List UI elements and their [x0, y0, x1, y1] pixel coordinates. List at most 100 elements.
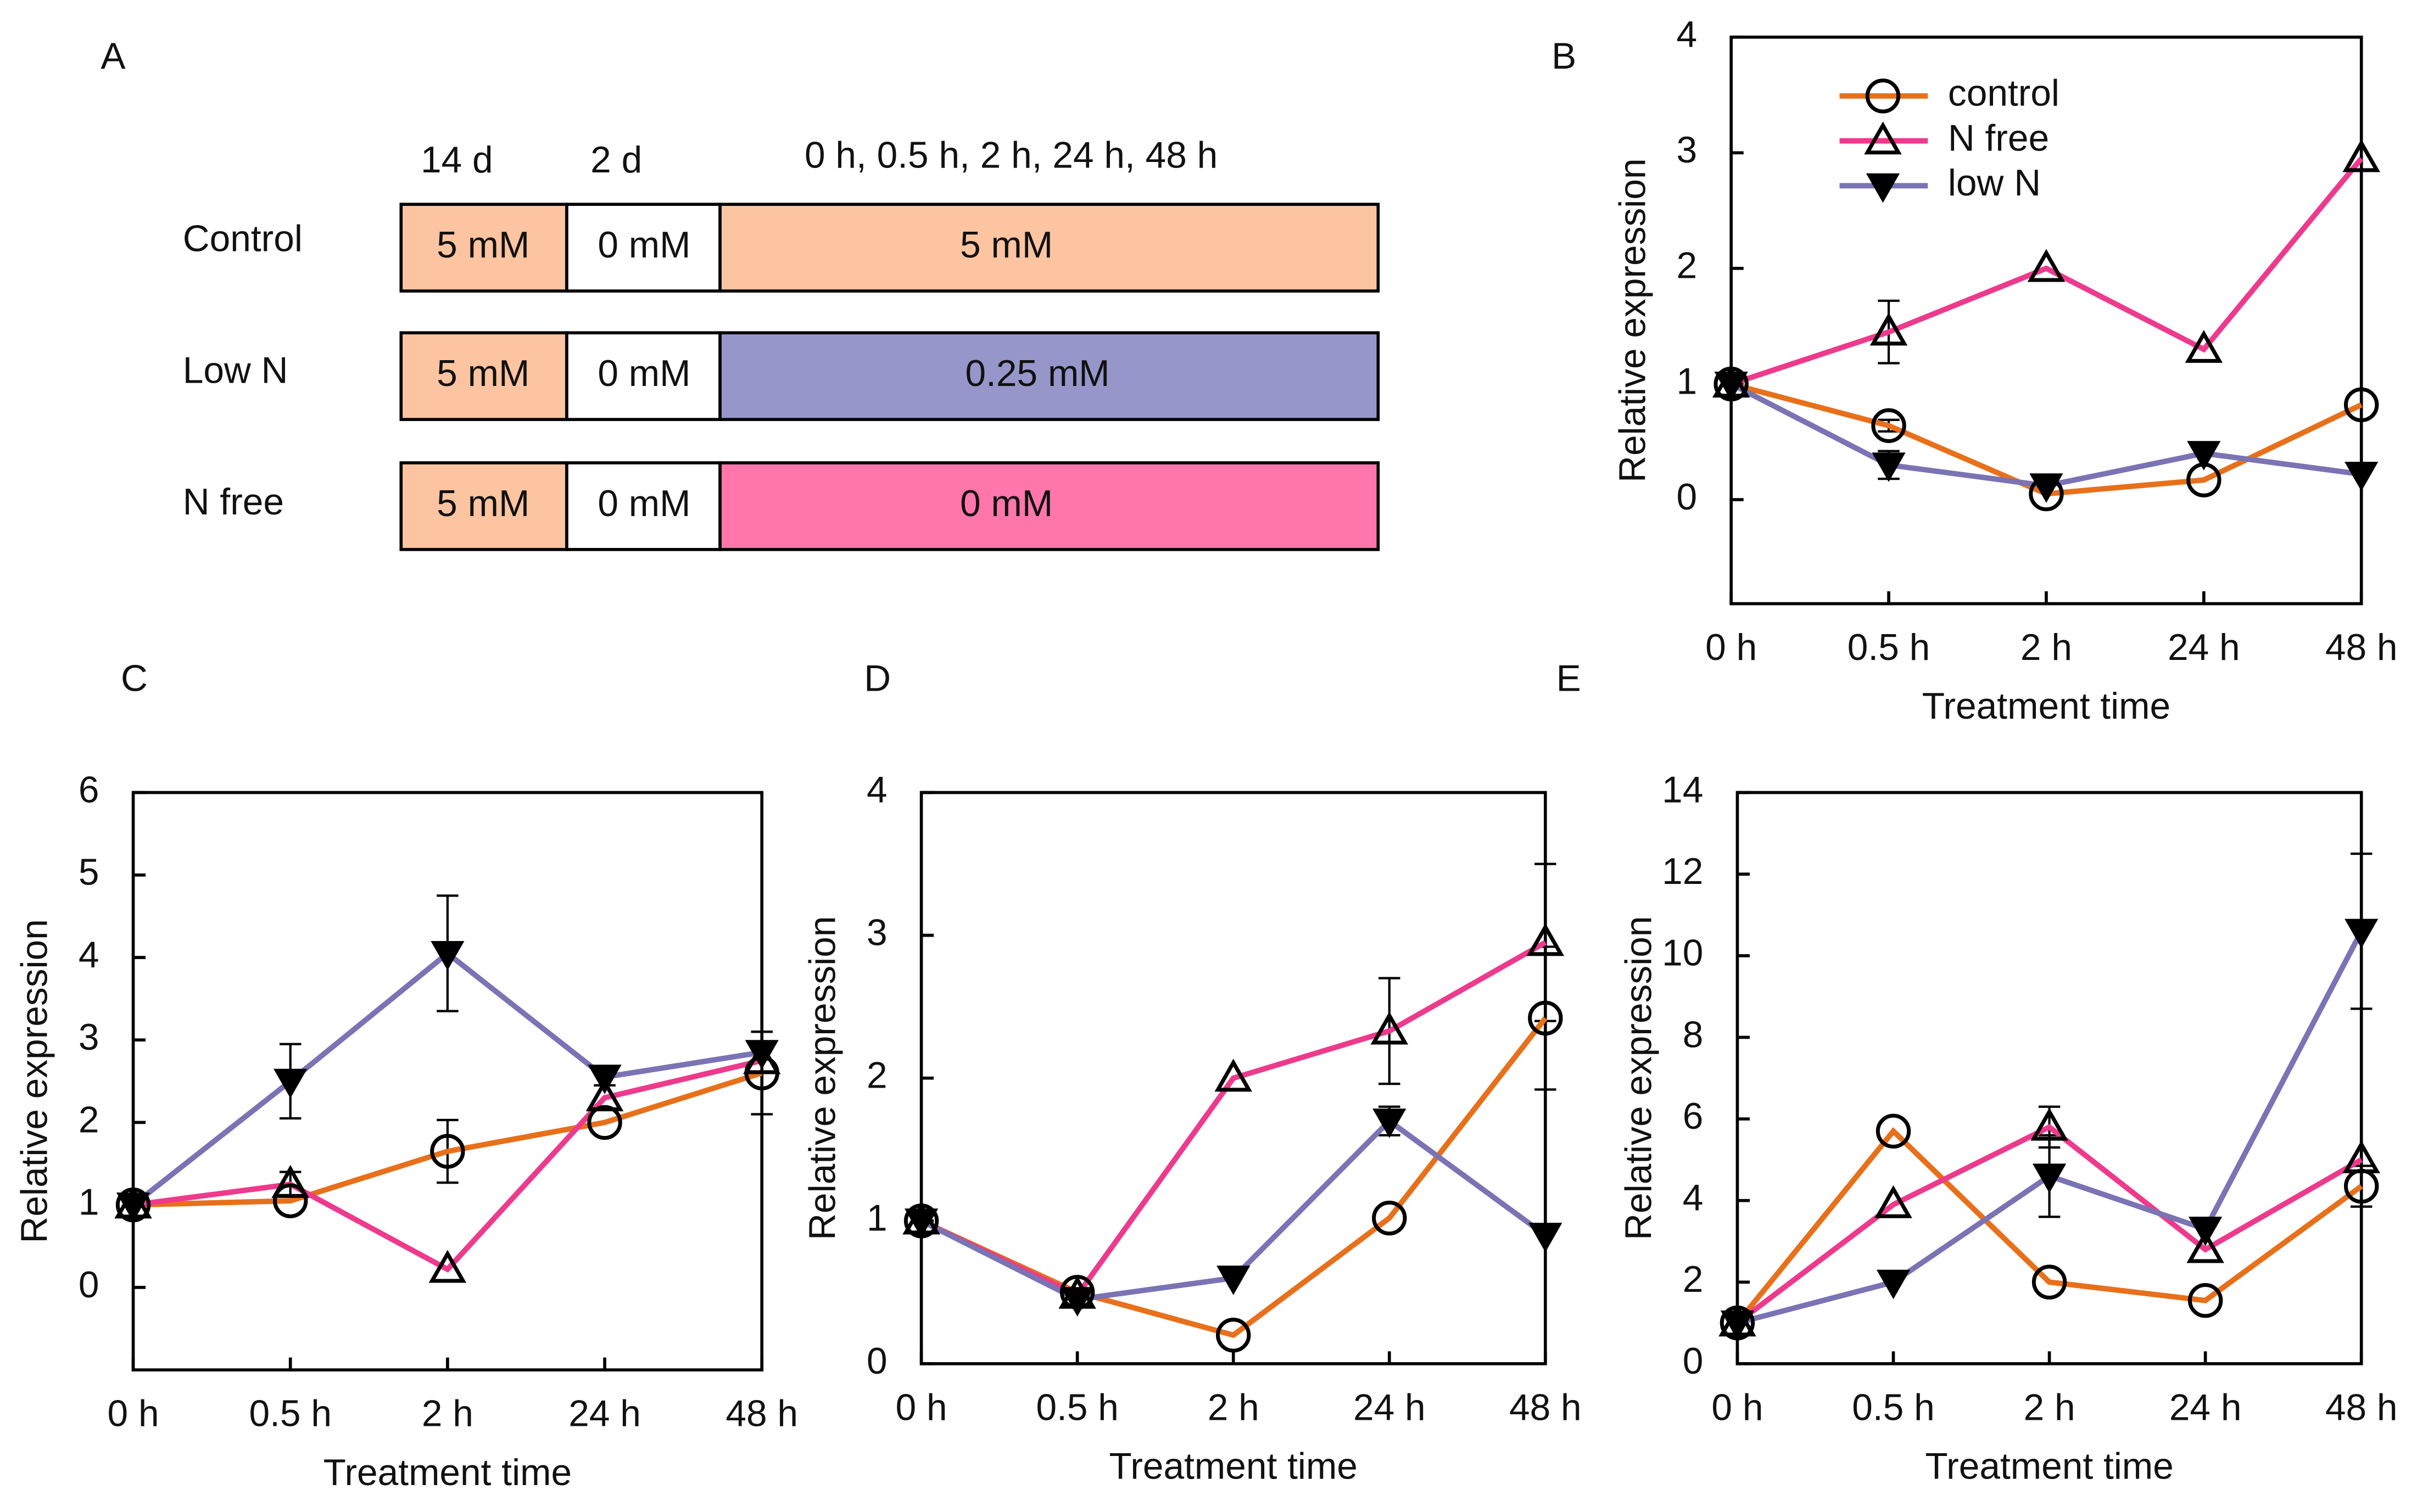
x-tick-label: 0 h — [1711, 1387, 1763, 1428]
marker — [2186, 1230, 2224, 1263]
cell-text: 0 mM — [598, 483, 690, 524]
legend-label: low N — [1948, 163, 2041, 204]
y-tick-label: 0 — [1677, 477, 1698, 518]
marker — [2032, 1163, 2067, 1194]
marker — [116, 1192, 150, 1222]
y-tick-label: 6 — [79, 769, 99, 810]
series-line — [920, 940, 1547, 1299]
y-tick-label: 6 — [1683, 1096, 1704, 1137]
marker — [428, 1250, 467, 1283]
marker — [585, 1078, 624, 1112]
marker — [2189, 1217, 2223, 1246]
marker — [1216, 1265, 1251, 1295]
series-line — [132, 1057, 763, 1273]
header: 0 h, 0.5 h, 2 h, 24 h, 48 h — [805, 135, 1218, 176]
x-tick-label: 48 h — [1509, 1387, 1582, 1428]
marker — [587, 1105, 622, 1140]
x-tick-label: 0 h — [108, 1393, 159, 1435]
series-line — [1729, 382, 2362, 489]
cell-text: 0 mM — [598, 225, 690, 266]
y-tick-label: 1 — [867, 1198, 888, 1239]
x-tick-label: 24 h — [2168, 627, 2240, 668]
y-tick-label: 0 — [867, 1341, 888, 1382]
y-tick-label: 4 — [867, 769, 888, 810]
x-tick-label: 24 h — [2169, 1387, 2242, 1428]
marker — [1874, 1185, 1912, 1218]
chart: B 0 1 2 3 4 0 h 0.5 h 2 h 24 h 48 h Treatment time R… — [1551, 14, 2397, 727]
y-tick-label: 1 — [79, 1182, 99, 1223]
marker — [2187, 1283, 2223, 1318]
panel-a: A 14 d 2 d 0 h, 0.5 h, 2 h, 24 h, 48 h C… — [101, 36, 1380, 551]
cell-text: 5 mM — [437, 483, 529, 524]
y-tick-label: 3 — [1677, 130, 1698, 171]
marker — [273, 1183, 308, 1218]
x-tick-label: 2 h — [2024, 1387, 2075, 1428]
series-line — [1735, 1124, 2363, 1325]
marker — [2342, 139, 2380, 172]
x-tick-label: 0.5 h — [1847, 627, 1930, 668]
marker — [271, 1164, 309, 1198]
series-line — [1735, 1127, 2363, 1325]
cell-text: 5 mM — [437, 353, 529, 394]
cell-text: 0.25 mM — [965, 353, 1109, 394]
series-line — [1730, 156, 2364, 387]
cell — [565, 203, 722, 293]
marker — [2345, 919, 2379, 949]
marker — [2030, 1107, 2068, 1141]
x-axis-label: Treatment time — [1922, 686, 2170, 727]
x-tick-label: 24 h — [1353, 1387, 1426, 1428]
panel-label: D — [864, 658, 891, 699]
y-tick-label: 4 — [1683, 1178, 1704, 1219]
marker — [1876, 1269, 1911, 1300]
legend-label: control — [1948, 73, 2059, 114]
cell — [399, 203, 568, 293]
marker — [274, 1068, 308, 1099]
series-line — [133, 1070, 763, 1208]
y-tick-label: 0 — [79, 1264, 99, 1306]
y-tick-label: 2 — [79, 1099, 99, 1140]
y-tick-label: 14 — [1662, 769, 1703, 810]
y-tick-label: 3 — [867, 912, 888, 954]
y-tick-label: 1 — [1677, 361, 1698, 402]
marker — [2345, 462, 2379, 491]
y-tick-label: 2 — [1683, 1259, 1704, 1300]
y-axis-label: Relative expression — [802, 916, 844, 1240]
x-tick-label: 48 h — [2325, 627, 2398, 668]
marker — [1216, 1318, 1251, 1353]
x-tick-label: 0.5 h — [249, 1393, 331, 1435]
marker — [1871, 408, 1906, 443]
panel-label: A — [101, 36, 125, 77]
marker — [1876, 1113, 1911, 1149]
chart: C 0 1 2 3 4 5 6 0 h 0.5 h 2 h 24 h 48 h Treatment tim… — [14, 658, 798, 1493]
y-tick-label: 2 — [867, 1055, 888, 1096]
x-tick-label: 0.5 h — [1036, 1387, 1118, 1428]
x-tick-label: 2 h — [1208, 1387, 1259, 1428]
y-tick-label: 8 — [1683, 1014, 1704, 1055]
y-tick-label: 5 — [79, 852, 99, 893]
y-tick-label: 10 — [1662, 933, 1703, 974]
cell — [565, 461, 722, 551]
x-tick-label: 0 h — [896, 1387, 947, 1428]
marker — [905, 1208, 939, 1238]
marker — [1370, 1011, 1409, 1045]
marker — [1214, 1059, 1253, 1092]
chart: D 0 1 2 3 4 0 h 0.5 h 2 h 24 h 48 h Treatment time R… — [802, 658, 1582, 1487]
marker — [1866, 173, 1900, 203]
cell-text: 5 mM — [437, 225, 529, 266]
marker — [1714, 371, 1748, 401]
marker — [1060, 1287, 1095, 1317]
y-tick-label: 2 — [1677, 245, 1698, 287]
x-axis-label: Treatment time — [1925, 1446, 2173, 1487]
marker — [430, 1134, 465, 1169]
marker — [2029, 473, 2063, 503]
x-tick-label: 2 h — [2020, 627, 2072, 668]
legend-label: N free — [1948, 117, 2049, 159]
y-tick-label: 0 — [1683, 1341, 1704, 1382]
y-tick-label: 3 — [79, 1017, 99, 1058]
y-axis-label: Relative expression — [1618, 916, 1660, 1240]
x-axis-label: Treatment time — [1109, 1446, 1358, 1487]
panel-label: C — [121, 658, 148, 699]
marker — [2031, 1264, 2067, 1300]
marker — [2185, 329, 2223, 363]
